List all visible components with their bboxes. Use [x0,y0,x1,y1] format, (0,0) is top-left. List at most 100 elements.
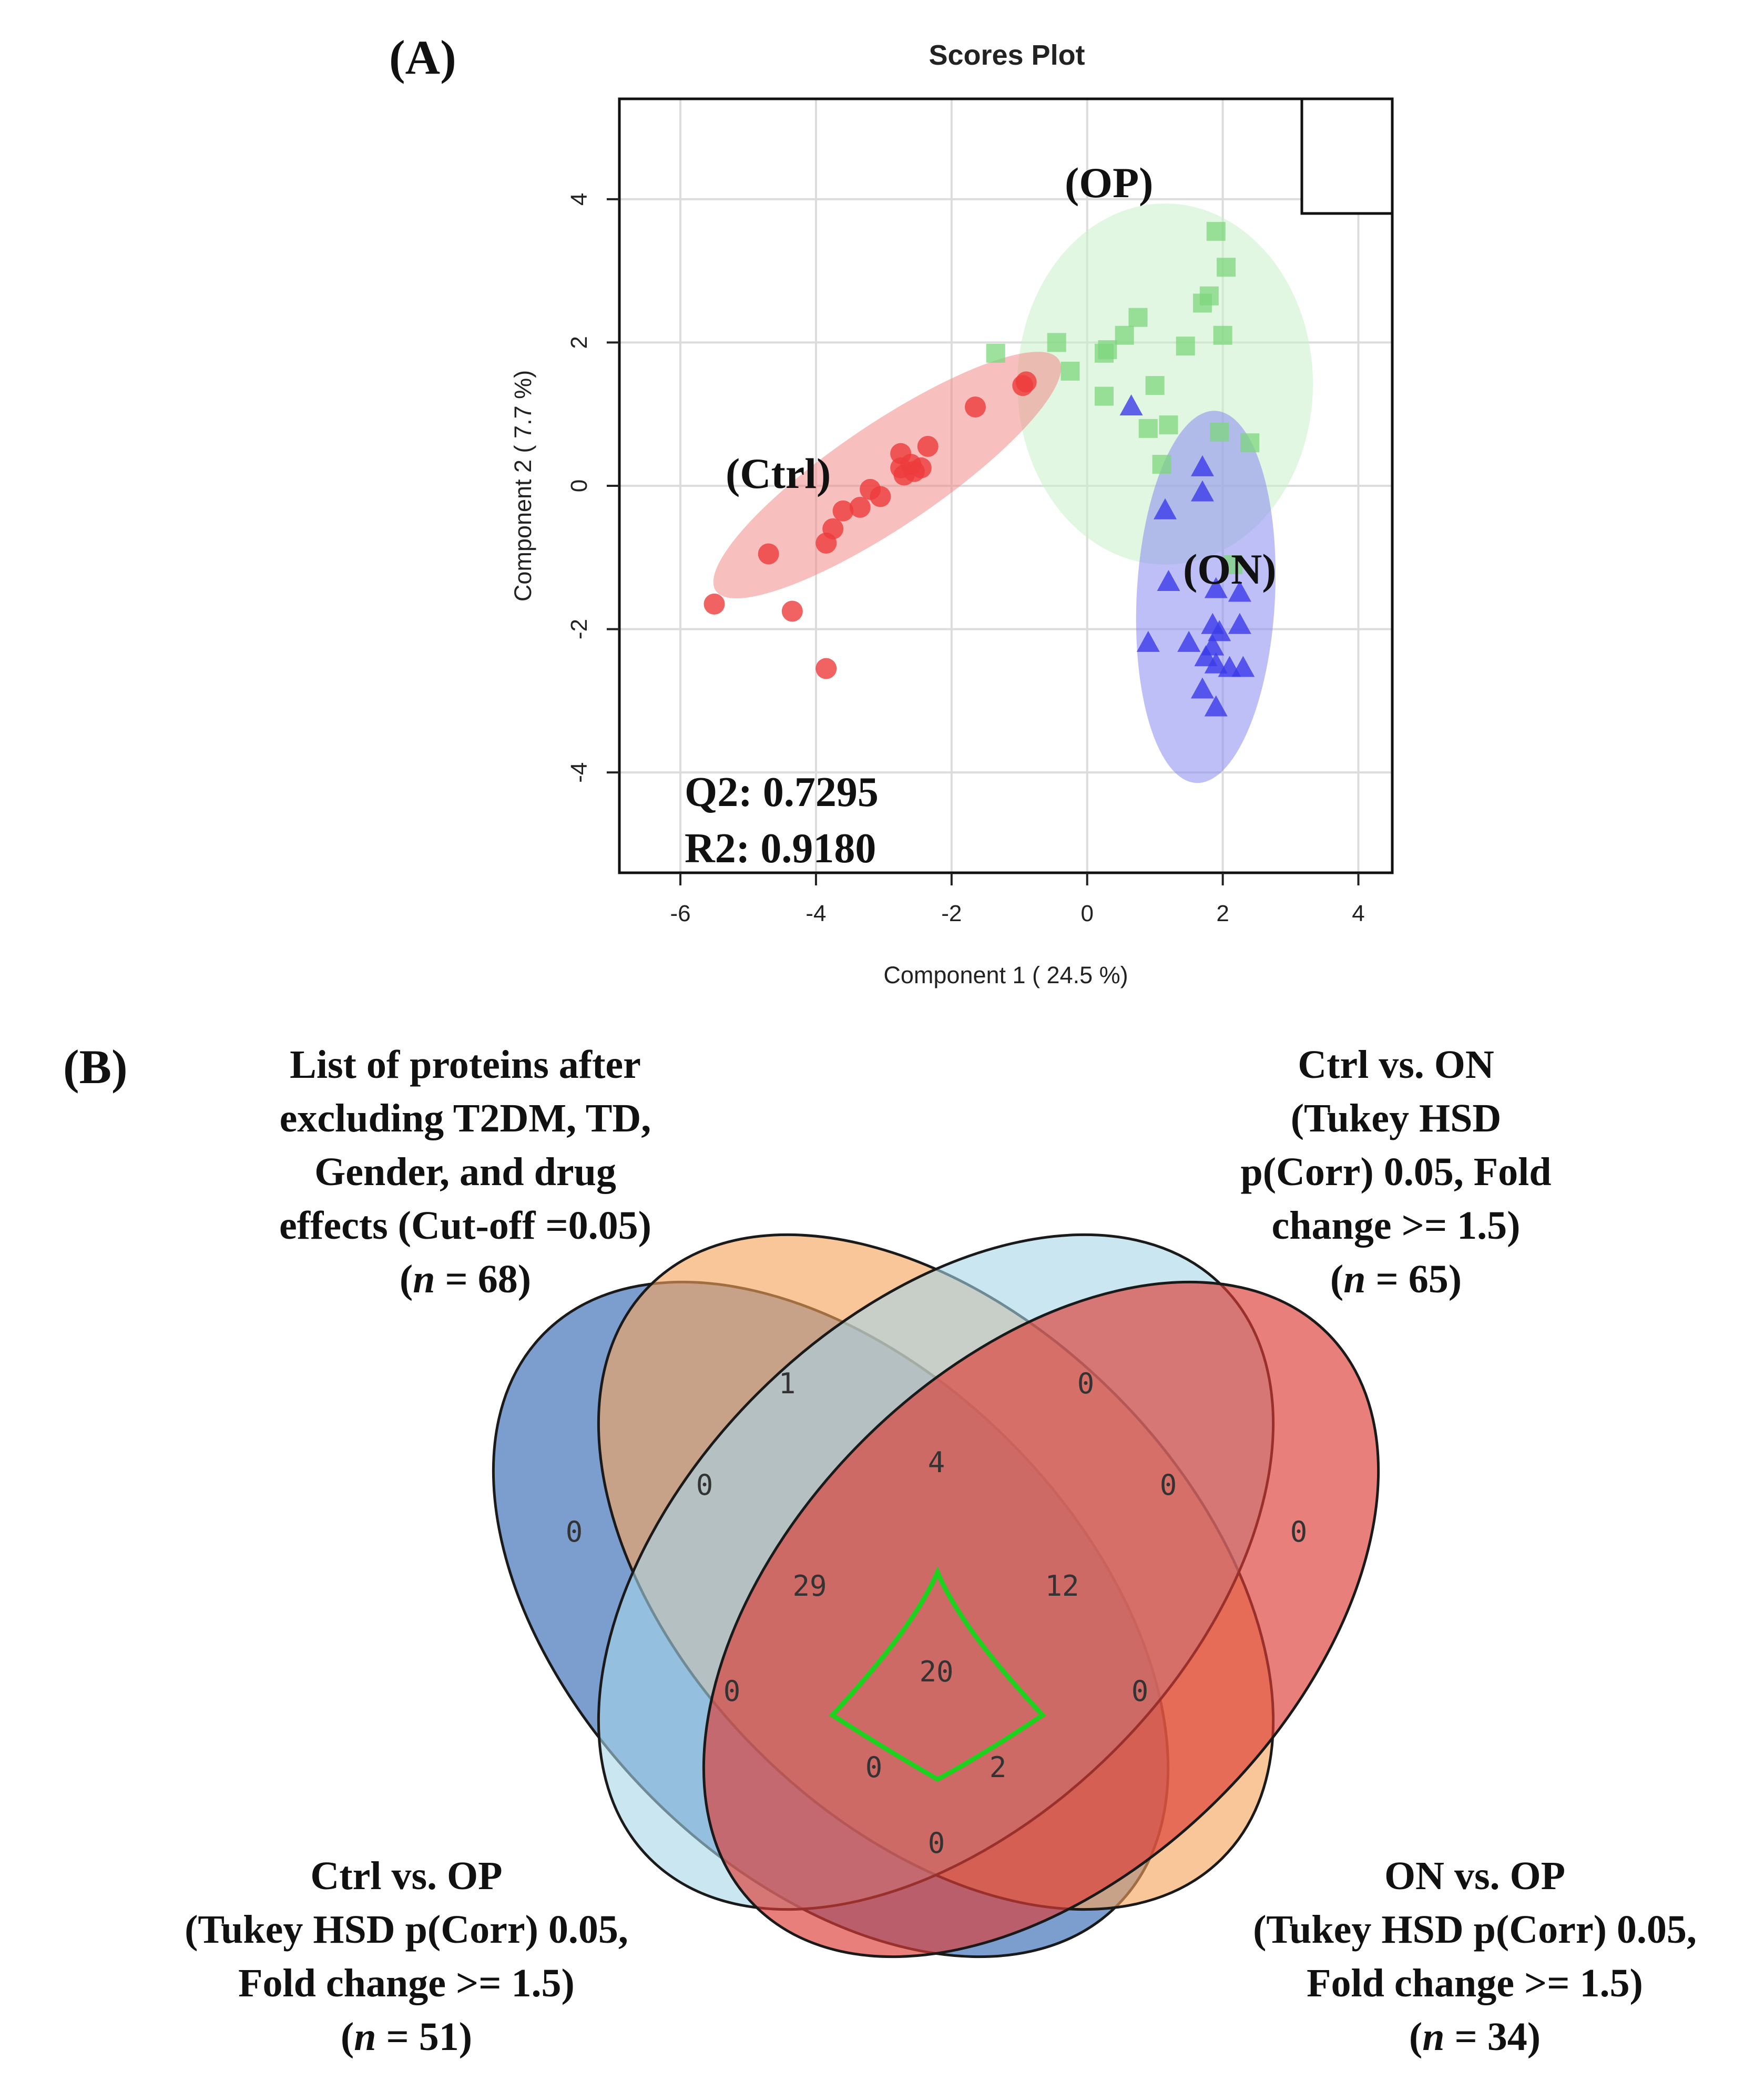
point-ctrl [832,500,854,522]
point-ctrl [703,593,725,615]
y-tick-label: -2 [566,619,592,639]
point-op [1206,222,1226,241]
region-count: 0 [1290,1515,1308,1548]
caption-line: Gender, and drug [314,1150,616,1194]
point-on [1177,630,1201,652]
point-on [1190,677,1214,699]
point-op [986,343,1005,363]
point-ctrl [1015,371,1037,393]
caption-on-vs-op: ON vs. OP (Tukey HSD p(Corr) 0.05, Fold … [1253,1854,1697,2059]
caption-ctrl-vs-op: Ctrl vs. OP (Tukey HSD p(Corr) 0.05, Fol… [185,1854,628,2059]
region-count: 20 [919,1655,953,1688]
region-count: 4 [928,1446,945,1479]
point-on [1208,620,1231,641]
point-op [1240,433,1260,453]
point-op [1210,422,1229,442]
point-op [1223,555,1242,574]
caption-line: excluding T2DM, TD, [280,1096,651,1140]
caption-line: (Tukey HSD [1291,1096,1502,1140]
x-tick-label: 0 [1080,901,1093,926]
region-count: 0 [723,1675,741,1708]
y-axis: -4 -2 0 2 4 [566,193,619,783]
point-ctrl [910,457,932,478]
region-count: 0 [1131,1675,1149,1708]
caption-n: (n = 51) [341,2015,472,2059]
point-ctrl [849,496,871,518]
y-tick-label: 0 [566,480,592,492]
point-on [1190,480,1214,502]
group-label-ctrl: (Ctrl) [726,450,831,497]
caption-line: List of proteins after [290,1043,641,1087]
point-op [1047,333,1066,352]
point-op [1098,340,1117,360]
region-count: 12 [1045,1569,1079,1603]
x-tick-label: -6 [670,901,690,926]
caption-line: p(Corr) 0.05, Fold [1240,1150,1551,1194]
point-on [1204,577,1228,598]
point-op [1159,415,1178,435]
point-op [1145,376,1165,395]
point-op [1128,308,1148,327]
caption-line: change >= 1.5) [1272,1203,1521,1248]
region-count: 0 [566,1515,583,1548]
q2-annotation: Q2: 0.7295 [685,769,879,815]
point-on [1201,634,1225,656]
y-axis-label: Component 2 ( 7.7 %) [509,370,536,601]
caption-line: effects (Cut-off =0.05) [279,1203,651,1248]
r2-annotation: R2: 0.9180 [685,825,876,872]
point-ctrl [917,436,939,457]
legend-box [1300,97,1394,215]
region-count: 0 [865,1751,883,1784]
caption-line: Ctrl vs. OP [310,1854,502,1898]
point-on [1119,394,1143,416]
x-tick-label: -4 [805,901,826,926]
region-count: 2 [990,1751,1007,1784]
caption-n: (n = 68) [400,1257,531,1301]
point-ctrl [870,486,891,507]
caption-line: Fold change >= 1.5) [1307,1961,1643,2005]
point-op [1176,336,1195,356]
point-op [1094,386,1114,406]
x-axis: -6 -4 -2 0 2 4 [670,873,1365,926]
point-ctrl [758,543,779,565]
group-label-op: (OP) [1065,159,1153,207]
point-op [1061,361,1080,381]
point-op [1115,325,1134,345]
point-op [1152,455,1171,474]
x-tick-label: -2 [941,901,962,926]
venn-set-on-vs-op [702,1280,1380,1959]
x-axis-label: Component 1 ( 24.5 %) [883,962,1128,988]
point-on [1136,630,1160,652]
x-tick-label: 2 [1216,901,1229,926]
panel-b-label: (B) [63,1040,128,1094]
region-count: 0 [1077,1367,1095,1400]
region-count: 1 [779,1367,796,1400]
panel-a-label: (A) [389,30,456,84]
point-on [1228,580,1251,602]
point-op [1217,258,1236,277]
point-on [1231,656,1255,677]
region-count: 29 [792,1569,827,1603]
caption-protein-list: List of proteins after excluding T2DM, T… [279,1043,651,1301]
plot-title: Scores Plot [929,39,1085,71]
point-op [1199,286,1219,305]
caption-line: ON vs. OP [1384,1854,1565,1898]
point-op [1138,419,1158,438]
caption-ctrl-vs-on: Ctrl vs. ON (Tukey HSD p(Corr) 0.05, Fol… [1240,1043,1551,1301]
y-tick-label: -4 [566,762,592,783]
region-count: 0 [1160,1468,1177,1502]
point-on [1154,498,1177,519]
x-tick-label: 4 [1352,901,1364,926]
point-on [1204,695,1228,717]
caption-line: (Tukey HSD p(Corr) 0.05, [1253,1908,1697,1952]
caption-line: Fold change >= 1.5) [238,1961,575,2005]
region-count: 0 [928,1827,945,1860]
point-ctrl [781,600,803,622]
group-label-on: (ON) [1183,545,1277,593]
caption-line: (Tukey HSD p(Corr) 0.05, [185,1908,628,1952]
point-op [1213,325,1232,345]
region-count: 0 [696,1468,713,1502]
y-tick-label: 2 [566,336,592,349]
point-ctrl [822,518,844,539]
